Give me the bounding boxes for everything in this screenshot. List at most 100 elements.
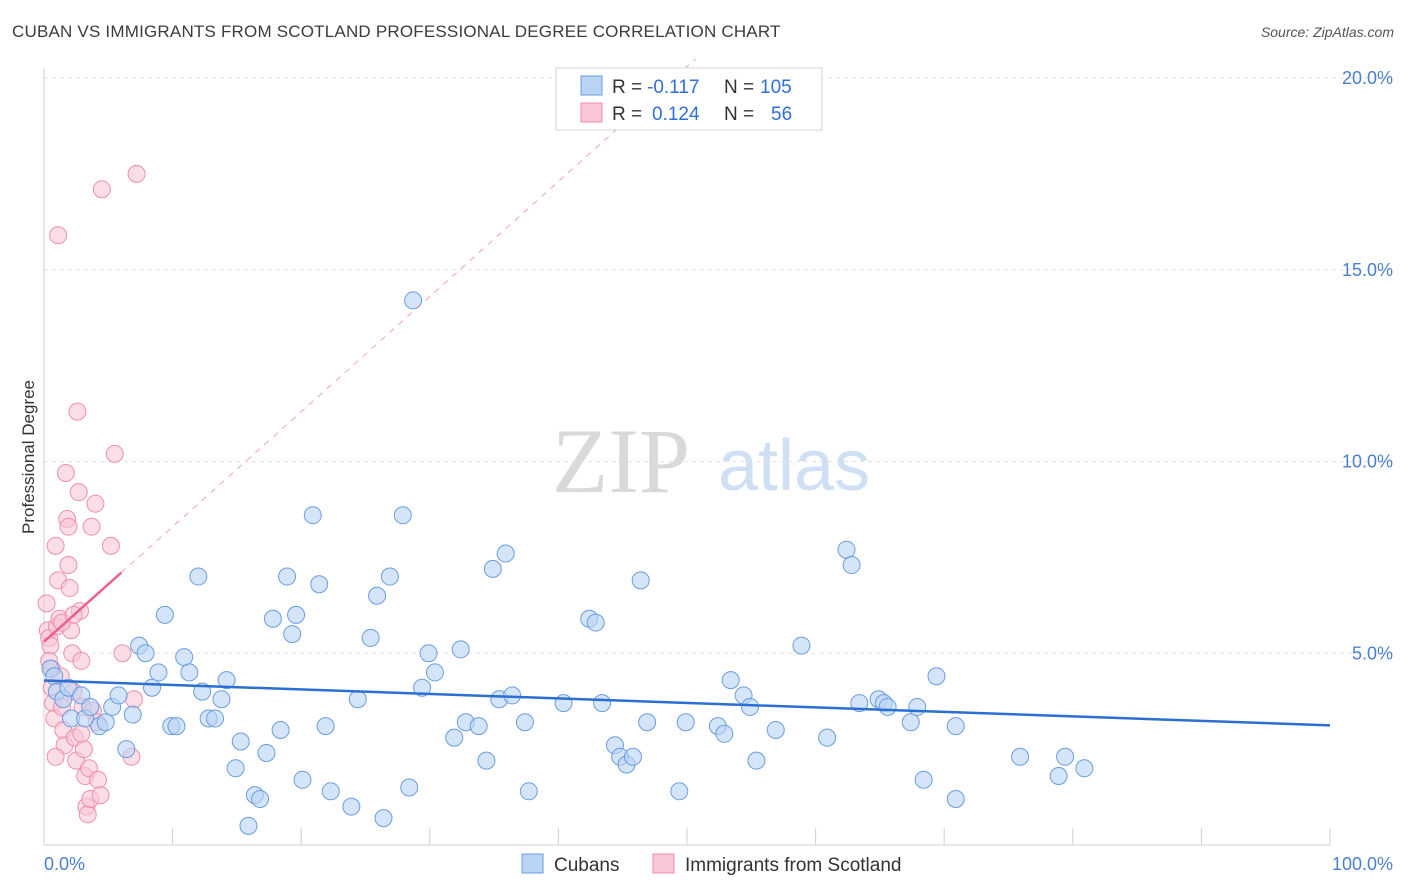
scotland-point: [101, 536, 120, 555]
cubans-r-label: R =: [612, 77, 642, 98]
cuban-point: [81, 697, 100, 716]
scotland-r-label: R =: [612, 104, 642, 125]
scotland-n-value: 56: [771, 104, 792, 125]
cuban-point: [226, 759, 245, 778]
cuban-point: [278, 567, 297, 586]
cuban-point: [404, 291, 423, 310]
cuban-point: [123, 705, 142, 724]
scotland-r-value: 0.124: [652, 104, 700, 125]
cuban-point: [946, 789, 965, 808]
cuban-point: [293, 770, 312, 789]
scotland-point: [59, 556, 78, 575]
scotland-trendline-extension: [120, 58, 696, 574]
cuban-point: [167, 717, 186, 736]
scotland-point: [92, 180, 111, 199]
scotland-point: [68, 402, 87, 421]
cuban-points: [41, 291, 1094, 835]
scotland-point: [82, 517, 101, 536]
cuban-point: [878, 697, 897, 716]
scotland-point: [69, 483, 88, 502]
cuban-point: [206, 709, 225, 728]
cuban-point: [251, 789, 270, 808]
stats-legend: R = -0.117 N = 105 R = 0.124 N = 56: [555, 67, 823, 131]
cuban-point: [927, 667, 946, 686]
x-tick-label-min: 0.0%: [44, 854, 85, 874]
y-tick-labels: 5.0% 10.0% 15.0% 20.0%: [1342, 68, 1393, 663]
cuban-point: [1049, 766, 1068, 785]
scotland-point: [46, 536, 65, 555]
gridlines: [44, 77, 1394, 654]
cuban-point: [670, 782, 689, 801]
cuban-point: [914, 770, 933, 789]
cuban-point: [263, 609, 282, 628]
cuban-point: [316, 717, 335, 736]
cuban-point: [96, 713, 115, 732]
cubans-n-label: N =: [724, 77, 754, 98]
scotland-point: [60, 579, 79, 598]
scotland-point: [113, 644, 132, 663]
cuban-point: [348, 690, 367, 709]
cuban-point: [400, 778, 419, 797]
cuban-point: [239, 816, 258, 835]
cubans-swatch: [580, 75, 603, 96]
cuban-point: [368, 586, 387, 605]
cuban-point: [189, 567, 208, 586]
cuban-point: [303, 506, 322, 525]
cuban-point: [380, 567, 399, 586]
scotland-point: [72, 724, 91, 743]
cuban-point: [515, 713, 534, 732]
cuban-point: [109, 686, 128, 705]
y-tick-label-5: 5.0%: [1352, 643, 1393, 663]
scotland-point: [125, 690, 144, 709]
cuban-point: [586, 613, 605, 632]
cuban-point: [715, 724, 734, 743]
cuban-point: [283, 625, 302, 644]
scotland-point: [86, 494, 105, 513]
legend-cubans-swatch: [521, 853, 544, 874]
cuban-point: [1056, 747, 1075, 766]
cuban-point: [631, 571, 650, 590]
x-tick-label-max: 100.0%: [1332, 854, 1393, 874]
x-ticks: [43, 828, 1331, 845]
cuban-point: [175, 648, 194, 667]
y-tick-label-15: 15.0%: [1342, 260, 1393, 280]
cuban-point: [469, 717, 488, 736]
cubans-n-value: 105: [760, 77, 792, 98]
scotland-trendline: [43, 571, 122, 643]
series-legend: Cubans Immigrants from Scotland: [521, 853, 901, 876]
cuban-point: [445, 728, 464, 747]
cuban-point: [593, 694, 612, 713]
cubans-trendline: [43, 679, 1331, 727]
cuban-point: [413, 678, 432, 697]
cuban-point: [496, 544, 515, 563]
scotland-n-label: N =: [724, 104, 754, 125]
cuban-point: [149, 663, 168, 682]
scotland-point: [56, 464, 75, 483]
cuban-point: [117, 740, 136, 759]
legend-scotland-swatch: [652, 853, 675, 874]
cuban-point: [425, 663, 444, 682]
cuban-point: [818, 728, 837, 747]
scotland-point: [105, 444, 124, 463]
cuban-point: [1011, 747, 1030, 766]
cuban-point: [623, 747, 642, 766]
cuban-point: [908, 697, 927, 716]
cuban-point: [638, 713, 657, 732]
cuban-point: [676, 713, 695, 732]
cuban-point: [217, 671, 236, 690]
cuban-point: [393, 506, 412, 525]
scotland-point: [49, 226, 68, 245]
cuban-point: [747, 751, 766, 770]
legend-scotland-label: Immigrants from Scotland: [685, 855, 901, 876]
cuban-point: [212, 690, 231, 709]
scotland-point: [127, 164, 146, 183]
scotland-point: [59, 517, 78, 536]
cuban-point: [483, 559, 502, 578]
cuban-point: [946, 717, 965, 736]
scotland-point: [72, 651, 91, 670]
cubans-r-value: -0.117: [647, 77, 699, 98]
source-credit: Source: ZipAtlas.com: [1260, 24, 1394, 40]
cuban-point: [136, 644, 155, 663]
cuban-point: [231, 732, 250, 751]
